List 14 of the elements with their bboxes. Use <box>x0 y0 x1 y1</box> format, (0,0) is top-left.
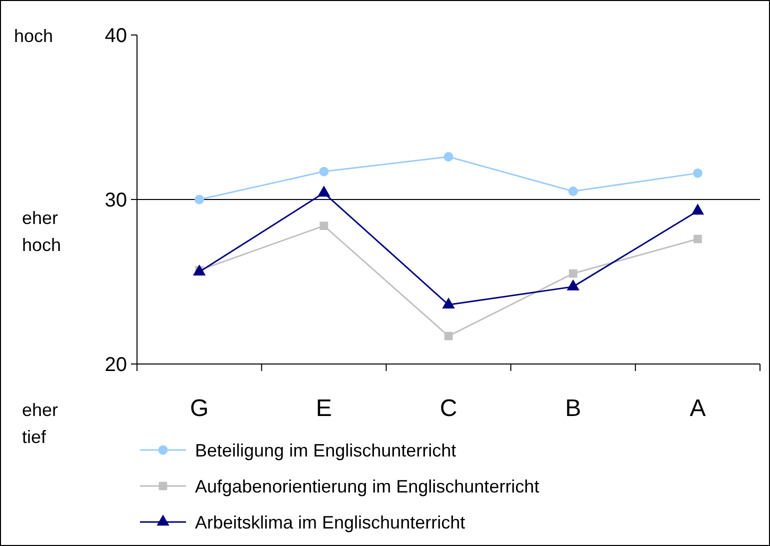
x-tick-label: E <box>316 395 332 422</box>
legend-label: Arbeitsklima im Englischunterricht <box>195 512 466 532</box>
y-tick-label: 20 <box>104 354 127 376</box>
x-tick-label: G <box>190 395 209 422</box>
y-tick-label: 30 <box>104 190 127 212</box>
x-tick-label: A <box>690 395 706 422</box>
text: eher tief <box>22 400 58 447</box>
legend-label: Beteiligung im Englischunterricht <box>195 440 456 460</box>
y-tick-label: 40 <box>104 25 127 47</box>
x-tick-label: B <box>565 395 582 422</box>
x-tick-label: C <box>440 395 458 422</box>
text: eher hoch <box>22 208 62 255</box>
legend-label: Aufgabenorientierung im Englischunterricht <box>195 476 540 496</box>
text: hoch <box>14 26 54 46</box>
